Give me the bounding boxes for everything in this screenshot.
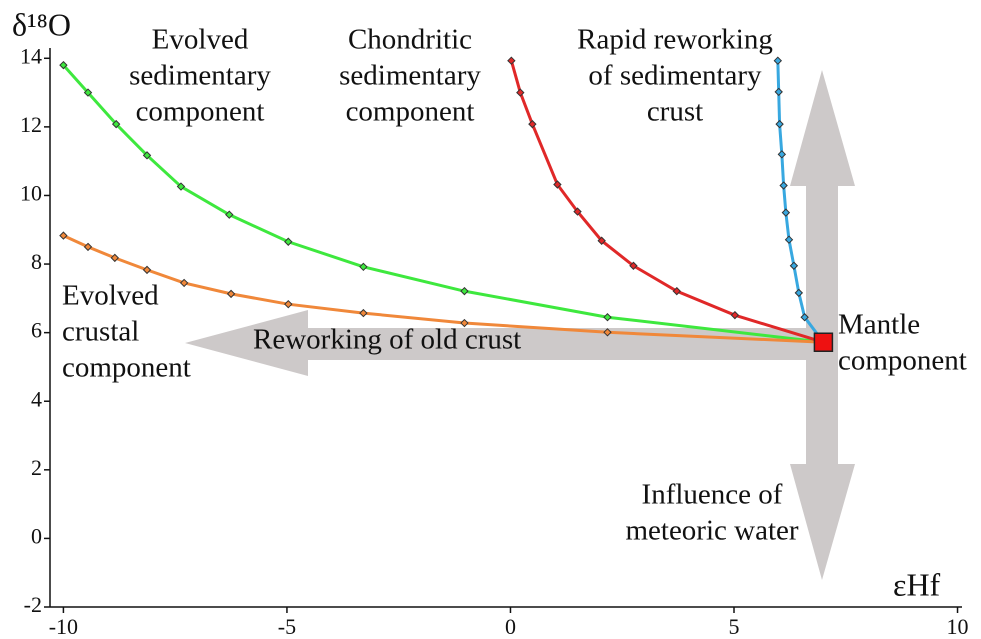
data-point: [794, 288, 804, 298]
y-tick-label: 14: [20, 43, 42, 68]
annotation: component: [346, 96, 475, 128]
y-tick-label: 4: [31, 386, 42, 411]
data-point: [672, 286, 681, 296]
data-point: [59, 231, 68, 240]
data-point: [800, 313, 809, 322]
x-tick-label: 0: [505, 614, 516, 639]
y-tick-label: 6: [31, 318, 42, 343]
annotation: Reworking of old crust: [253, 324, 521, 356]
x-tick-label: 10: [947, 614, 969, 639]
x-tick-label: 5: [729, 614, 740, 639]
data-point: [779, 181, 788, 190]
annotation: Rapid reworking: [577, 24, 773, 56]
data-point: [226, 289, 236, 299]
data-point: [603, 328, 612, 337]
data-point: [528, 119, 537, 129]
data-point: [774, 87, 783, 97]
x-tick-label: -10: [49, 614, 78, 639]
data-point: [789, 261, 799, 270]
annotation: Evolved: [62, 280, 159, 312]
annotation: crust: [647, 96, 703, 128]
data-point: [284, 237, 293, 246]
data-point: [603, 313, 612, 322]
annotation: crustal: [62, 316, 139, 348]
data-point: [110, 253, 120, 263]
horizontal-arrow: [185, 310, 822, 376]
annotation: of sedimentary: [588, 60, 762, 92]
series-line: [509, 60, 824, 344]
data-point: [777, 150, 787, 159]
data-point: [225, 210, 234, 219]
x-axis-label: εHf: [893, 566, 941, 602]
data-point: [83, 242, 93, 252]
annotation: component: [136, 96, 265, 128]
data-point: [359, 308, 368, 318]
data-point: [784, 235, 794, 244]
y-tick-label: 10: [20, 181, 42, 206]
y-tick-label: 12: [20, 112, 42, 137]
data-point: [730, 310, 740, 320]
y-tick-label: -2: [24, 592, 42, 617]
annotations: Evolved sedimentary component Chondritic sed…: [62, 24, 967, 547]
data-point: [142, 265, 152, 275]
annotation: sedimentary: [339, 60, 481, 92]
data-point: [142, 151, 152, 160]
data-point: [460, 318, 469, 328]
data-point: [507, 56, 516, 65]
annotation: Influence of: [642, 479, 783, 511]
annotation: component: [62, 352, 191, 384]
data-point: [629, 261, 638, 270]
arrows: [185, 70, 855, 580]
annotation: Chondritic: [348, 24, 472, 56]
y-tick-label: 8: [31, 249, 42, 274]
annotation: component: [838, 345, 967, 377]
data-point: [111, 119, 121, 129]
annotation: sedimentary: [129, 60, 271, 92]
data-point: [553, 180, 562, 189]
y-axis-label: δ¹⁸O: [12, 6, 71, 42]
data-point: [176, 182, 186, 191]
data-point: [359, 262, 368, 272]
data-point: [284, 299, 293, 309]
mantle-point: [813, 332, 834, 352]
data-point: [597, 236, 606, 245]
annotation: meteoric water: [625, 515, 798, 547]
data-point: [573, 207, 582, 216]
data-point: [179, 278, 189, 288]
data-point: [460, 286, 469, 296]
data-point: [775, 119, 784, 129]
data-point: [516, 88, 525, 97]
annotation: Mantle: [838, 309, 920, 341]
annotation: Evolved: [152, 24, 249, 56]
y-tick-label: 0: [31, 523, 42, 548]
x-tick-label: -5: [278, 614, 296, 639]
vertical-arrow: [790, 70, 855, 580]
data-point: [773, 56, 783, 65]
data-point: [59, 60, 68, 70]
data-point: [83, 88, 93, 97]
data-point: [781, 208, 791, 217]
y-tick-label: 2: [31, 455, 42, 480]
